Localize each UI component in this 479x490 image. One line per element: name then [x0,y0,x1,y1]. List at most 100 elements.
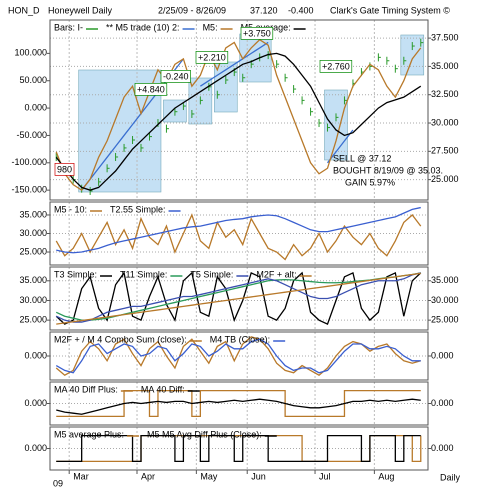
price-bar [386,56,390,65]
legend-label: MA 40 Diff Plus: [54,384,118,394]
panel-frame [49,19,429,201]
trade-zone [400,34,425,76]
annotation-box [134,83,168,96]
legend-label: T3 Simple: [54,269,97,279]
legend-label: M2F + / M 4 Combo Sum (close): [54,334,187,344]
price-bar [301,96,305,105]
annotation-box [160,70,191,83]
legend-label: M5: [203,22,218,32]
y2-tick-label: 35.000 [431,61,459,71]
y2-tick-label: 30.000 [431,117,459,127]
x-tick-label: Jul [319,471,331,481]
x-tick-label: Jun [251,471,266,481]
legend-label: Bars: I- [54,22,83,32]
y2-tick-label: 32.500 [431,89,459,99]
panel-frame [49,266,429,331]
price-bar [225,76,229,84]
series-line [56,206,421,254]
series-line [55,271,422,325]
legend-label: MA 40 Diff: [141,384,185,394]
price-bar [191,109,195,118]
y-tick-label: 25.000 [19,315,47,325]
price-bar [132,136,136,144]
price-bar [377,53,381,62]
y2-tick-label: 25.000 [431,174,459,184]
price-bar [123,143,127,152]
last-price: 37.120 [250,5,278,15]
panel-frame [49,331,429,381]
y-tick-label: 0.000 [24,443,47,453]
series-line [55,338,421,374]
y-tick-label: 0.000 [24,350,47,360]
price-change: -0.400 [288,5,314,15]
panel-frame [49,201,429,266]
price-bar [403,56,407,65]
chart-title: Honeywell Daily [48,5,113,15]
x-tick-label: Aug [378,471,394,481]
price-bar [293,85,297,94]
price-bar [310,107,314,116]
series-line [55,38,422,192]
annotation: -0.240 [163,71,189,81]
y-tick-label: 30.000 [19,295,47,305]
price-bar [165,124,169,133]
price-bar [420,38,424,47]
y-tick-label: 0.000 [24,102,47,112]
series-line [56,272,421,325]
annotation: +3.750 [243,28,271,38]
date-range: 2/25/09 - 8/26/09 [158,5,226,15]
y2-tick-label: 0.000 [431,398,454,408]
price-bar [115,152,119,161]
price-bar [174,107,178,116]
y-tick-label: 25.000 [19,246,47,256]
series-line [56,389,421,418]
price-bar [89,186,93,195]
price-bar [199,96,203,105]
legend-label: M4 TB (Close): [210,334,270,344]
annotation: BOUGHT 8/19/09 @ 35.03. [333,165,443,175]
panel-frame [49,426,429,471]
price-bar [343,96,347,105]
price-bar [327,123,331,132]
y-tick-label: 35.000 [19,209,47,219]
series-line [55,52,422,191]
annotation-box [195,51,229,64]
legend-label: M2F + alt: [256,269,296,279]
legend-label: T5 Simple: [190,269,233,279]
legend-label: T11 Simple: [120,269,167,279]
annotation-box [240,27,274,40]
price-bar [148,132,152,141]
price-bar [106,164,110,173]
y2-tick-label: 37.500 [431,32,459,42]
price-bar [335,113,339,122]
legend-label: M5 - 10: [54,204,87,214]
year-label: 09 [53,478,63,488]
symbol: HON_D [8,5,40,15]
x-tick-label: Apr [141,471,155,481]
period-label: Daily [440,472,461,482]
y-tick-label: 50.000 [19,75,47,85]
legend-label: T2.55 Simple: [110,204,166,214]
price-bar [98,177,102,186]
price-bar [394,64,398,73]
y2-tick-label: 27.500 [431,146,459,156]
price-bar [276,60,280,69]
price-bar [318,119,322,128]
annotation-box [54,163,75,176]
annotation: +2.760 [322,61,350,71]
y-tick-label: 0.000 [24,398,47,408]
y-tick-label: 100.000 [14,48,47,58]
annotation: +2.210 [198,52,226,62]
annotation-box [319,60,353,73]
price-bar [140,143,144,152]
y2-tick-label: 30.000 [431,295,459,305]
y-tick-label: 35.000 [19,275,47,285]
panel-frame [49,381,429,426]
price-bar [284,73,288,82]
annotation: +4.840 [137,84,165,94]
y-tick-label: -50.000 [16,130,47,140]
series-line [55,272,421,323]
x-tick-label: Mar [73,471,89,481]
price-bar [242,73,246,82]
